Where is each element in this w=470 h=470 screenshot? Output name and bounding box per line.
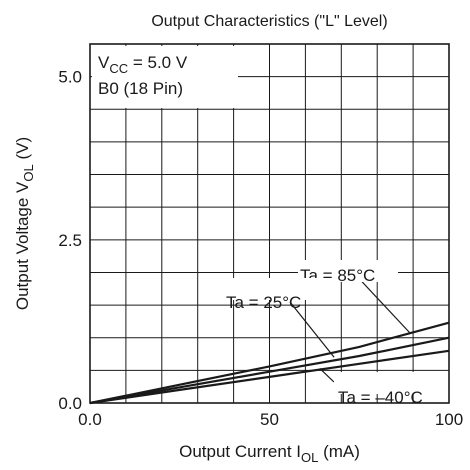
y-axis-label: Output Voltage VOL (V) [13,137,36,310]
x-tick-label: 50 [260,410,279,429]
series-label-background [224,278,324,300]
series-line-2 [89,349,450,405]
series-lines [89,321,450,405]
series-line-1 [89,336,450,405]
y-tick-label: 5.0 [58,68,82,87]
series-label-background [298,260,398,282]
pin-condition: B0 (18 Pin) [98,79,183,98]
series-label-1: Ta = 25°C [226,293,301,312]
chart-title: Output Characteristics ("L" Level) [151,13,387,30]
y-tick-label: 0.0 [58,394,82,413]
x-axis-label: Output Current IOL (mA) [179,442,360,465]
plot-frame [89,43,450,404]
series-label-background [334,372,446,394]
series-leader-2 [319,367,335,383]
series-leader-1 [289,301,335,358]
vcc-condition: VCC = 5.0 V [98,53,188,76]
series-line-0 [89,321,450,405]
x-tick-label: 100 [435,410,463,429]
series-label-2: Ta = –40°C [338,388,423,407]
conditions-background [92,46,238,108]
labels: VCC = 5.0 VB0 (18 Pin)Ta = 85°CTa = 25°C… [13,13,463,465]
y-tick-label: 2.5 [58,231,82,250]
x-tick-label: 0.0 [78,410,102,429]
